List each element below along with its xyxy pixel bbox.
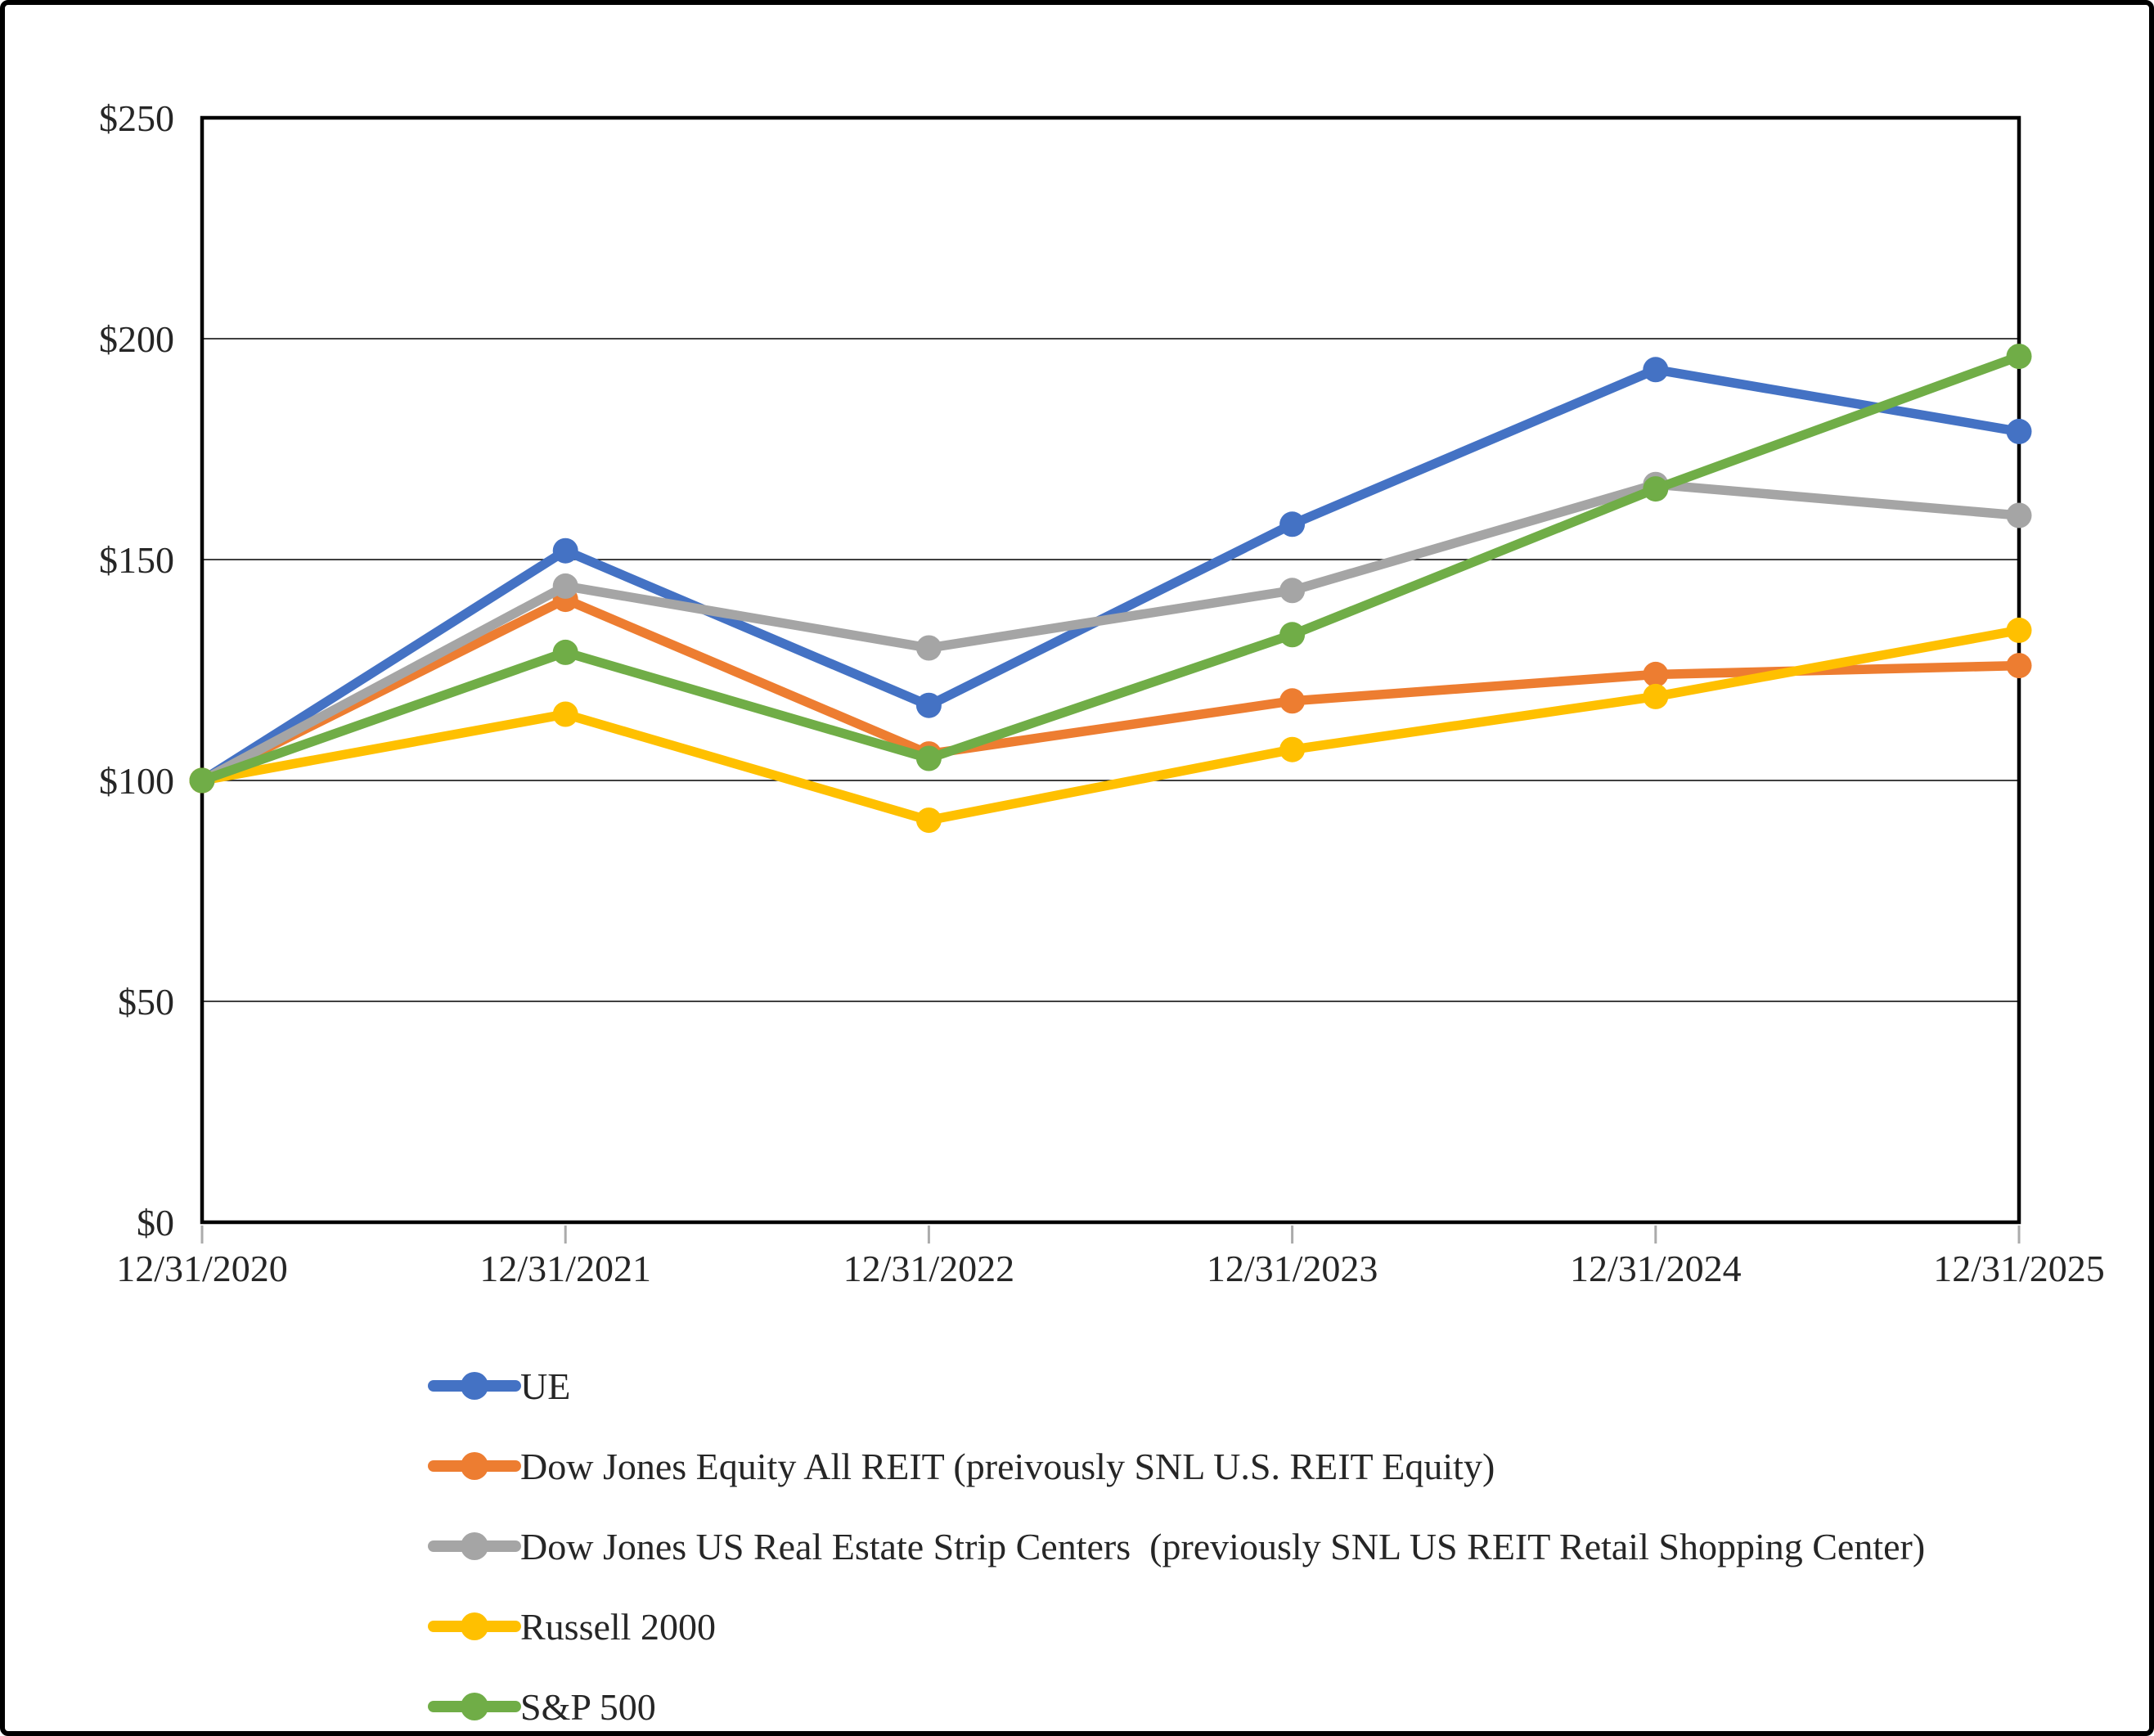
legend-marker-dot-1 — [461, 1452, 488, 1480]
x-axis-tick-label: 12/31/2022 — [843, 1248, 1015, 1289]
data-point-marker-1-5 — [2006, 653, 2032, 679]
legend-marker-dot-2 — [461, 1532, 488, 1560]
series-line-1 — [197, 594, 2024, 785]
y-axis-tick-label: $50 — [118, 981, 174, 1023]
data-point-marker-4-0 — [189, 767, 215, 794]
data-point-marker-4-3 — [1279, 622, 1306, 648]
y-axis-tick-label: $250 — [99, 97, 174, 139]
series-line-4 — [197, 351, 2024, 785]
data-point-marker-0-2 — [915, 692, 942, 718]
data-point-marker-2-2 — [915, 635, 942, 661]
data-point-marker-4-5 — [2006, 344, 2032, 370]
data-point-marker-3-5 — [2006, 617, 2032, 643]
x-axis-tick-label: 12/31/2024 — [1570, 1248, 1742, 1289]
total-return-line-chart: $0 $50 $100 $150 $200 $250 12/31/2020 12/31/202… — [99, 97, 2105, 1728]
x-axis-tick-label: 12/31/2025 — [1933, 1248, 2105, 1289]
data-point-marker-1-4 — [1643, 661, 1669, 687]
data-point-marker-4-4 — [1643, 476, 1669, 502]
y-axis-tick-label: $200 — [99, 318, 174, 360]
data-point-marker-1-3 — [1279, 688, 1306, 714]
data-point-marker-0-1 — [552, 537, 578, 564]
legend-label-1: Dow Jones Equity All REIT (preivously SN… — [520, 1446, 1495, 1487]
legend-marker-dot-4 — [461, 1693, 488, 1720]
data-point-marker-4-1 — [552, 639, 578, 665]
legend-marker-dot-0 — [461, 1372, 488, 1400]
legend-label-0: UE — [520, 1365, 570, 1407]
data-point-marker-3-1 — [552, 701, 578, 727]
data-point-marker-3-2 — [915, 807, 942, 834]
x-axis-tick-label: 12/31/2023 — [1207, 1248, 1378, 1289]
y-axis-tick-label: $150 — [99, 539, 174, 581]
data-point-marker-2-3 — [1279, 578, 1306, 604]
data-point-marker-0-4 — [1643, 357, 1669, 383]
data-point-marker-4-2 — [915, 745, 942, 771]
series-line-3 — [197, 625, 2024, 825]
data-point-marker-2-5 — [2006, 502, 2032, 528]
y-axis-tick-label: $0 — [137, 1202, 174, 1244]
legend-marker-dot-3 — [461, 1612, 488, 1640]
data-point-marker-3-4 — [1643, 683, 1669, 709]
series-line-0 — [197, 365, 2024, 785]
x-axis-tick-label: 12/31/2021 — [479, 1248, 651, 1289]
y-axis-tick-label: $100 — [99, 760, 174, 802]
series-line-2 — [197, 479, 2024, 785]
legend-label-3: Russell 2000 — [520, 1606, 716, 1648]
data-point-marker-0-3 — [1279, 511, 1306, 537]
legend-label-2: Dow Jones US Real Estate Strip Centers (… — [520, 1526, 1925, 1567]
data-point-marker-0-5 — [2006, 418, 2032, 444]
legend-label-4: S&P 500 — [520, 1686, 656, 1728]
x-axis-tick-label: 12/31/2020 — [116, 1248, 288, 1289]
data-point-marker-3-3 — [1279, 736, 1306, 762]
data-point-marker-2-1 — [552, 573, 578, 599]
